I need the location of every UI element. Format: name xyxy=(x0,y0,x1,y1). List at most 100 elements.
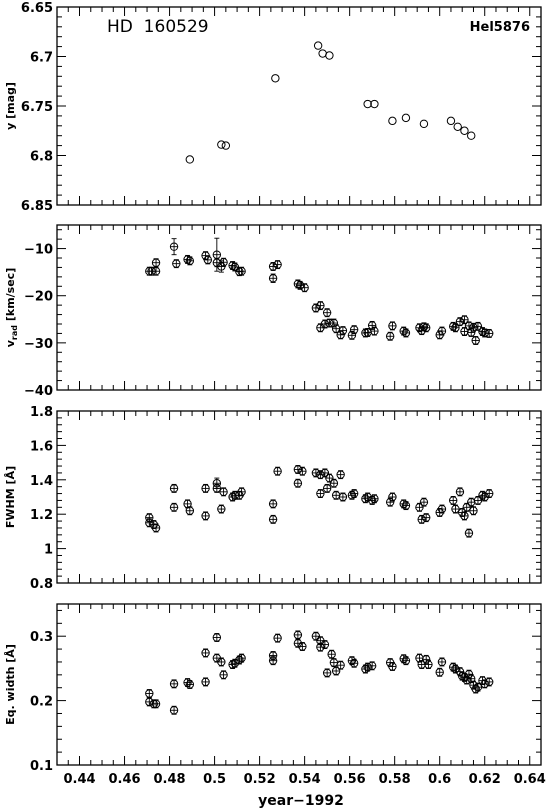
data-point xyxy=(169,483,179,493)
panel-vrad: −10 −20 −30 −40 vrad [km/sec] xyxy=(4,224,542,399)
data-point xyxy=(363,662,372,672)
data-point xyxy=(185,256,195,266)
panel-frame xyxy=(56,410,542,584)
data-point xyxy=(419,119,429,129)
data-point xyxy=(325,473,334,483)
data-point xyxy=(273,633,282,643)
x-tick-label: 0.58 xyxy=(379,772,411,787)
data-point xyxy=(478,490,487,500)
data-point xyxy=(298,466,307,476)
data-point xyxy=(219,670,228,680)
data-point xyxy=(435,667,444,677)
data-point xyxy=(169,238,179,256)
data-point xyxy=(467,131,476,140)
y-tick-label: −10 xyxy=(24,243,53,258)
data-point xyxy=(201,648,210,658)
data-point xyxy=(185,155,195,164)
data-point xyxy=(367,320,377,330)
data-point xyxy=(349,325,359,335)
data-point xyxy=(151,523,161,533)
y-tick-label: 6.7 xyxy=(30,51,53,66)
data-point xyxy=(217,504,226,514)
x-tick-label: 0.56 xyxy=(334,772,366,787)
data-point xyxy=(201,677,210,687)
y-axis-label: y [mag] xyxy=(4,82,17,130)
data-point xyxy=(460,126,469,135)
data-point xyxy=(401,656,411,666)
data-point xyxy=(320,640,330,650)
data-point xyxy=(385,497,395,507)
data-point xyxy=(455,317,465,327)
data-point xyxy=(217,140,226,149)
x-tick-label: 0.44 xyxy=(63,772,95,787)
y-axis-label: FWHM [Å] xyxy=(4,466,17,528)
data-point xyxy=(311,631,321,641)
data-point xyxy=(467,497,476,507)
data-point xyxy=(273,260,282,270)
data-point xyxy=(322,308,332,318)
data-point xyxy=(212,483,222,493)
data-point xyxy=(480,679,489,689)
data-point xyxy=(401,113,411,123)
data-point xyxy=(268,514,278,524)
y-tick-label: 0.8 xyxy=(30,577,53,592)
panel-frame xyxy=(56,603,542,766)
data-point xyxy=(293,465,303,474)
object-label: HD 160529 xyxy=(107,17,209,37)
data-point xyxy=(349,489,359,499)
y-tick-label: 6.75 xyxy=(21,100,53,115)
y-axis-label: Eq. width [Å] xyxy=(4,644,17,725)
data-point xyxy=(473,682,483,692)
data-point xyxy=(331,324,341,334)
data-point xyxy=(336,470,345,480)
x-tick-label: 0.48 xyxy=(154,772,186,787)
data-point xyxy=(320,319,330,329)
data-point xyxy=(451,664,460,674)
data-point xyxy=(451,504,460,514)
data-point xyxy=(388,321,397,331)
data-point xyxy=(316,489,325,499)
x-tick-label: 0.54 xyxy=(289,772,321,787)
data-point xyxy=(349,658,359,668)
data-point xyxy=(237,487,246,497)
data-point xyxy=(370,99,379,109)
y-tick-label: 0.2 xyxy=(30,695,53,710)
data-point xyxy=(480,328,489,338)
data-point xyxy=(401,328,411,338)
data-point xyxy=(237,653,246,663)
data-point xyxy=(485,677,494,687)
data-point xyxy=(460,327,469,336)
data-point xyxy=(322,668,332,678)
id-label: Hel5876 xyxy=(470,20,530,35)
y-tick-label: 6.85 xyxy=(21,199,53,214)
data-point xyxy=(293,478,303,488)
data-point xyxy=(145,697,154,707)
x-tick-label: 0.62 xyxy=(469,772,501,787)
data-point xyxy=(151,266,161,276)
data-point xyxy=(469,506,478,516)
x-tick-label: 0.6 xyxy=(428,772,451,787)
data-point xyxy=(316,470,325,480)
y-tick-label: 6.8 xyxy=(30,150,53,165)
y-tick-label: −40 xyxy=(24,384,53,399)
data-point xyxy=(485,328,494,338)
data-point xyxy=(151,258,161,268)
data-point xyxy=(169,705,179,715)
data-point xyxy=(437,504,447,514)
y-tick-label: −20 xyxy=(24,290,53,305)
data-point xyxy=(462,502,471,512)
data-point xyxy=(338,492,348,502)
data-point xyxy=(473,495,483,505)
data-point xyxy=(388,116,397,126)
data-point xyxy=(338,326,348,336)
panel-fwhm: 0.8 1 1.2 1.4 1.6 1.8 FWHM [Å] xyxy=(4,405,542,592)
data-point xyxy=(415,502,424,512)
y-tick-label: 1.4 xyxy=(30,474,53,489)
data-point xyxy=(437,326,447,336)
panel-frame xyxy=(56,224,542,391)
data-point xyxy=(401,501,411,511)
x-axis-label: year−1992 xyxy=(258,793,344,809)
data-point xyxy=(421,513,431,523)
data-point xyxy=(460,315,469,325)
